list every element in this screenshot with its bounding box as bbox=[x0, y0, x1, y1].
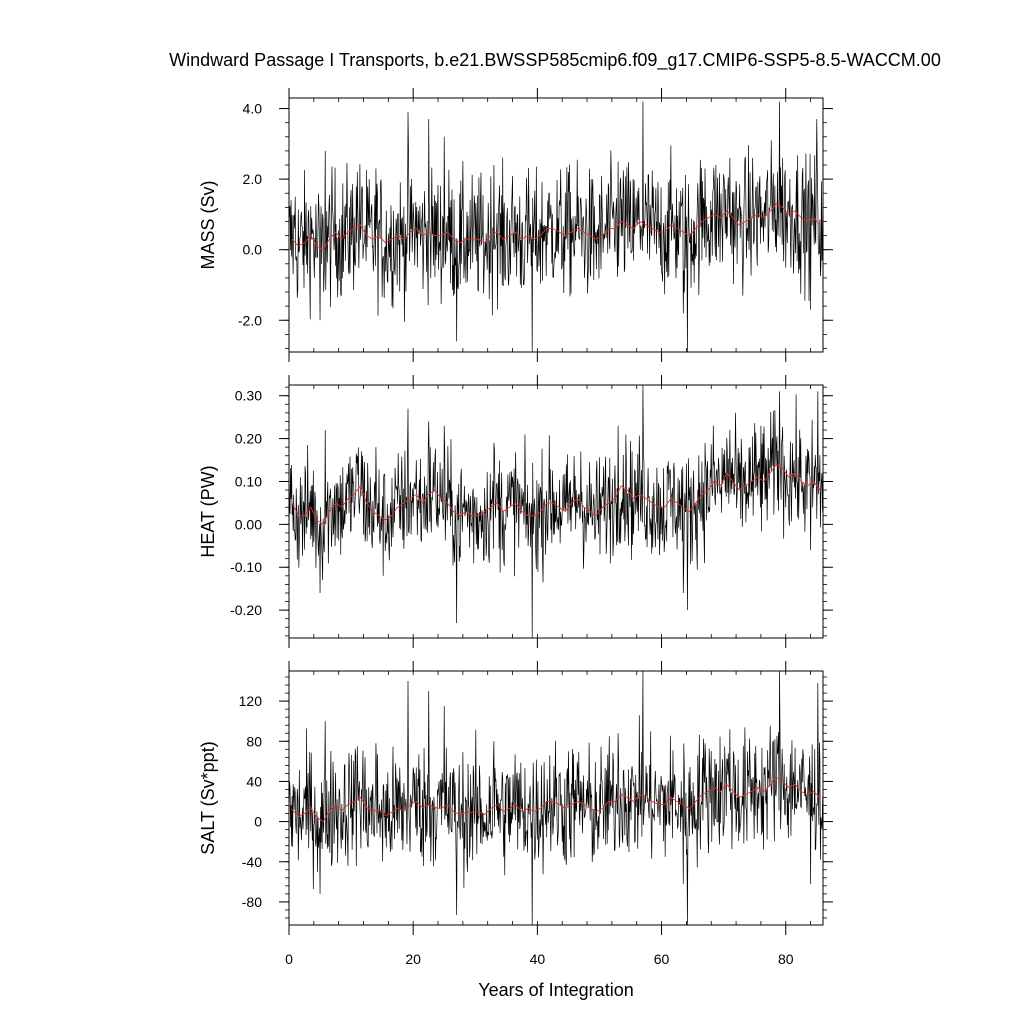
monthly-series-heat bbox=[289, 385, 823, 638]
x-axis-label: Years of Integration bbox=[478, 980, 633, 1000]
monthly-series-mass bbox=[289, 101, 823, 352]
annual-mean-series-heat bbox=[291, 463, 821, 526]
panel-mass: -2.0 0.0 2.0 4.0 MASS (Sv) bbox=[198, 88, 833, 362]
y-axis-label-mass: MASS (Sv) bbox=[198, 180, 218, 269]
chart-title: Windward Passage I Transports, b.e21.BWS… bbox=[169, 50, 941, 71]
panel-frame-mass bbox=[288, 97, 824, 353]
y-tick-label: 0.10 bbox=[235, 473, 262, 489]
annual-mean-series-salt bbox=[291, 776, 821, 823]
panel-frame-heat bbox=[288, 384, 824, 639]
x-tick-label: 20 bbox=[405, 951, 421, 967]
y-tick-label: -80 bbox=[242, 894, 262, 910]
y-tick-label: -0.10 bbox=[230, 559, 262, 575]
y-tick-label: -0.20 bbox=[230, 602, 262, 618]
y-tick-label: 0 bbox=[254, 814, 262, 830]
x-tick-label: 0 bbox=[285, 951, 293, 967]
x-tick-label: 80 bbox=[778, 951, 794, 967]
panels-group: -2.0 0.0 2.0 4.0 MASS (Sv) -0.20 -0.10 0.00 0.10… bbox=[198, 88, 833, 967]
y-tick-label: 40 bbox=[246, 773, 262, 789]
y-axis-label-heat: HEAT (PW) bbox=[198, 465, 218, 557]
y-tick-label: 0.00 bbox=[235, 516, 262, 532]
y-axis-label-salt: SALT (Sv*ppt) bbox=[198, 741, 218, 854]
y-tick-label: 0.20 bbox=[235, 431, 262, 447]
y-tick-label: -40 bbox=[242, 854, 262, 870]
x-tick-label: 60 bbox=[654, 951, 670, 967]
y-tick-label: 0.30 bbox=[235, 388, 262, 404]
x-tick-label: 40 bbox=[530, 951, 546, 967]
y-tick-label: 4.0 bbox=[243, 101, 263, 117]
y-tick-label: -2.0 bbox=[238, 312, 262, 328]
y-tick-label: 2.0 bbox=[243, 171, 263, 187]
monthly-series-salt bbox=[289, 671, 823, 925]
y-tick-label: 0.0 bbox=[243, 242, 263, 258]
panel-salt: -80 -40 0 40 80 120 SALT (Sv*ppt) bbox=[198, 661, 833, 935]
y-tick-label: 80 bbox=[246, 733, 262, 749]
panel-frame-salt bbox=[288, 670, 824, 926]
annual-mean-series-mass bbox=[291, 203, 821, 251]
panel-heat: -0.20 -0.10 0.00 0.10 0.20 0.30 HEAT (PW) bbox=[198, 375, 833, 648]
y-tick-label: 120 bbox=[239, 693, 263, 709]
